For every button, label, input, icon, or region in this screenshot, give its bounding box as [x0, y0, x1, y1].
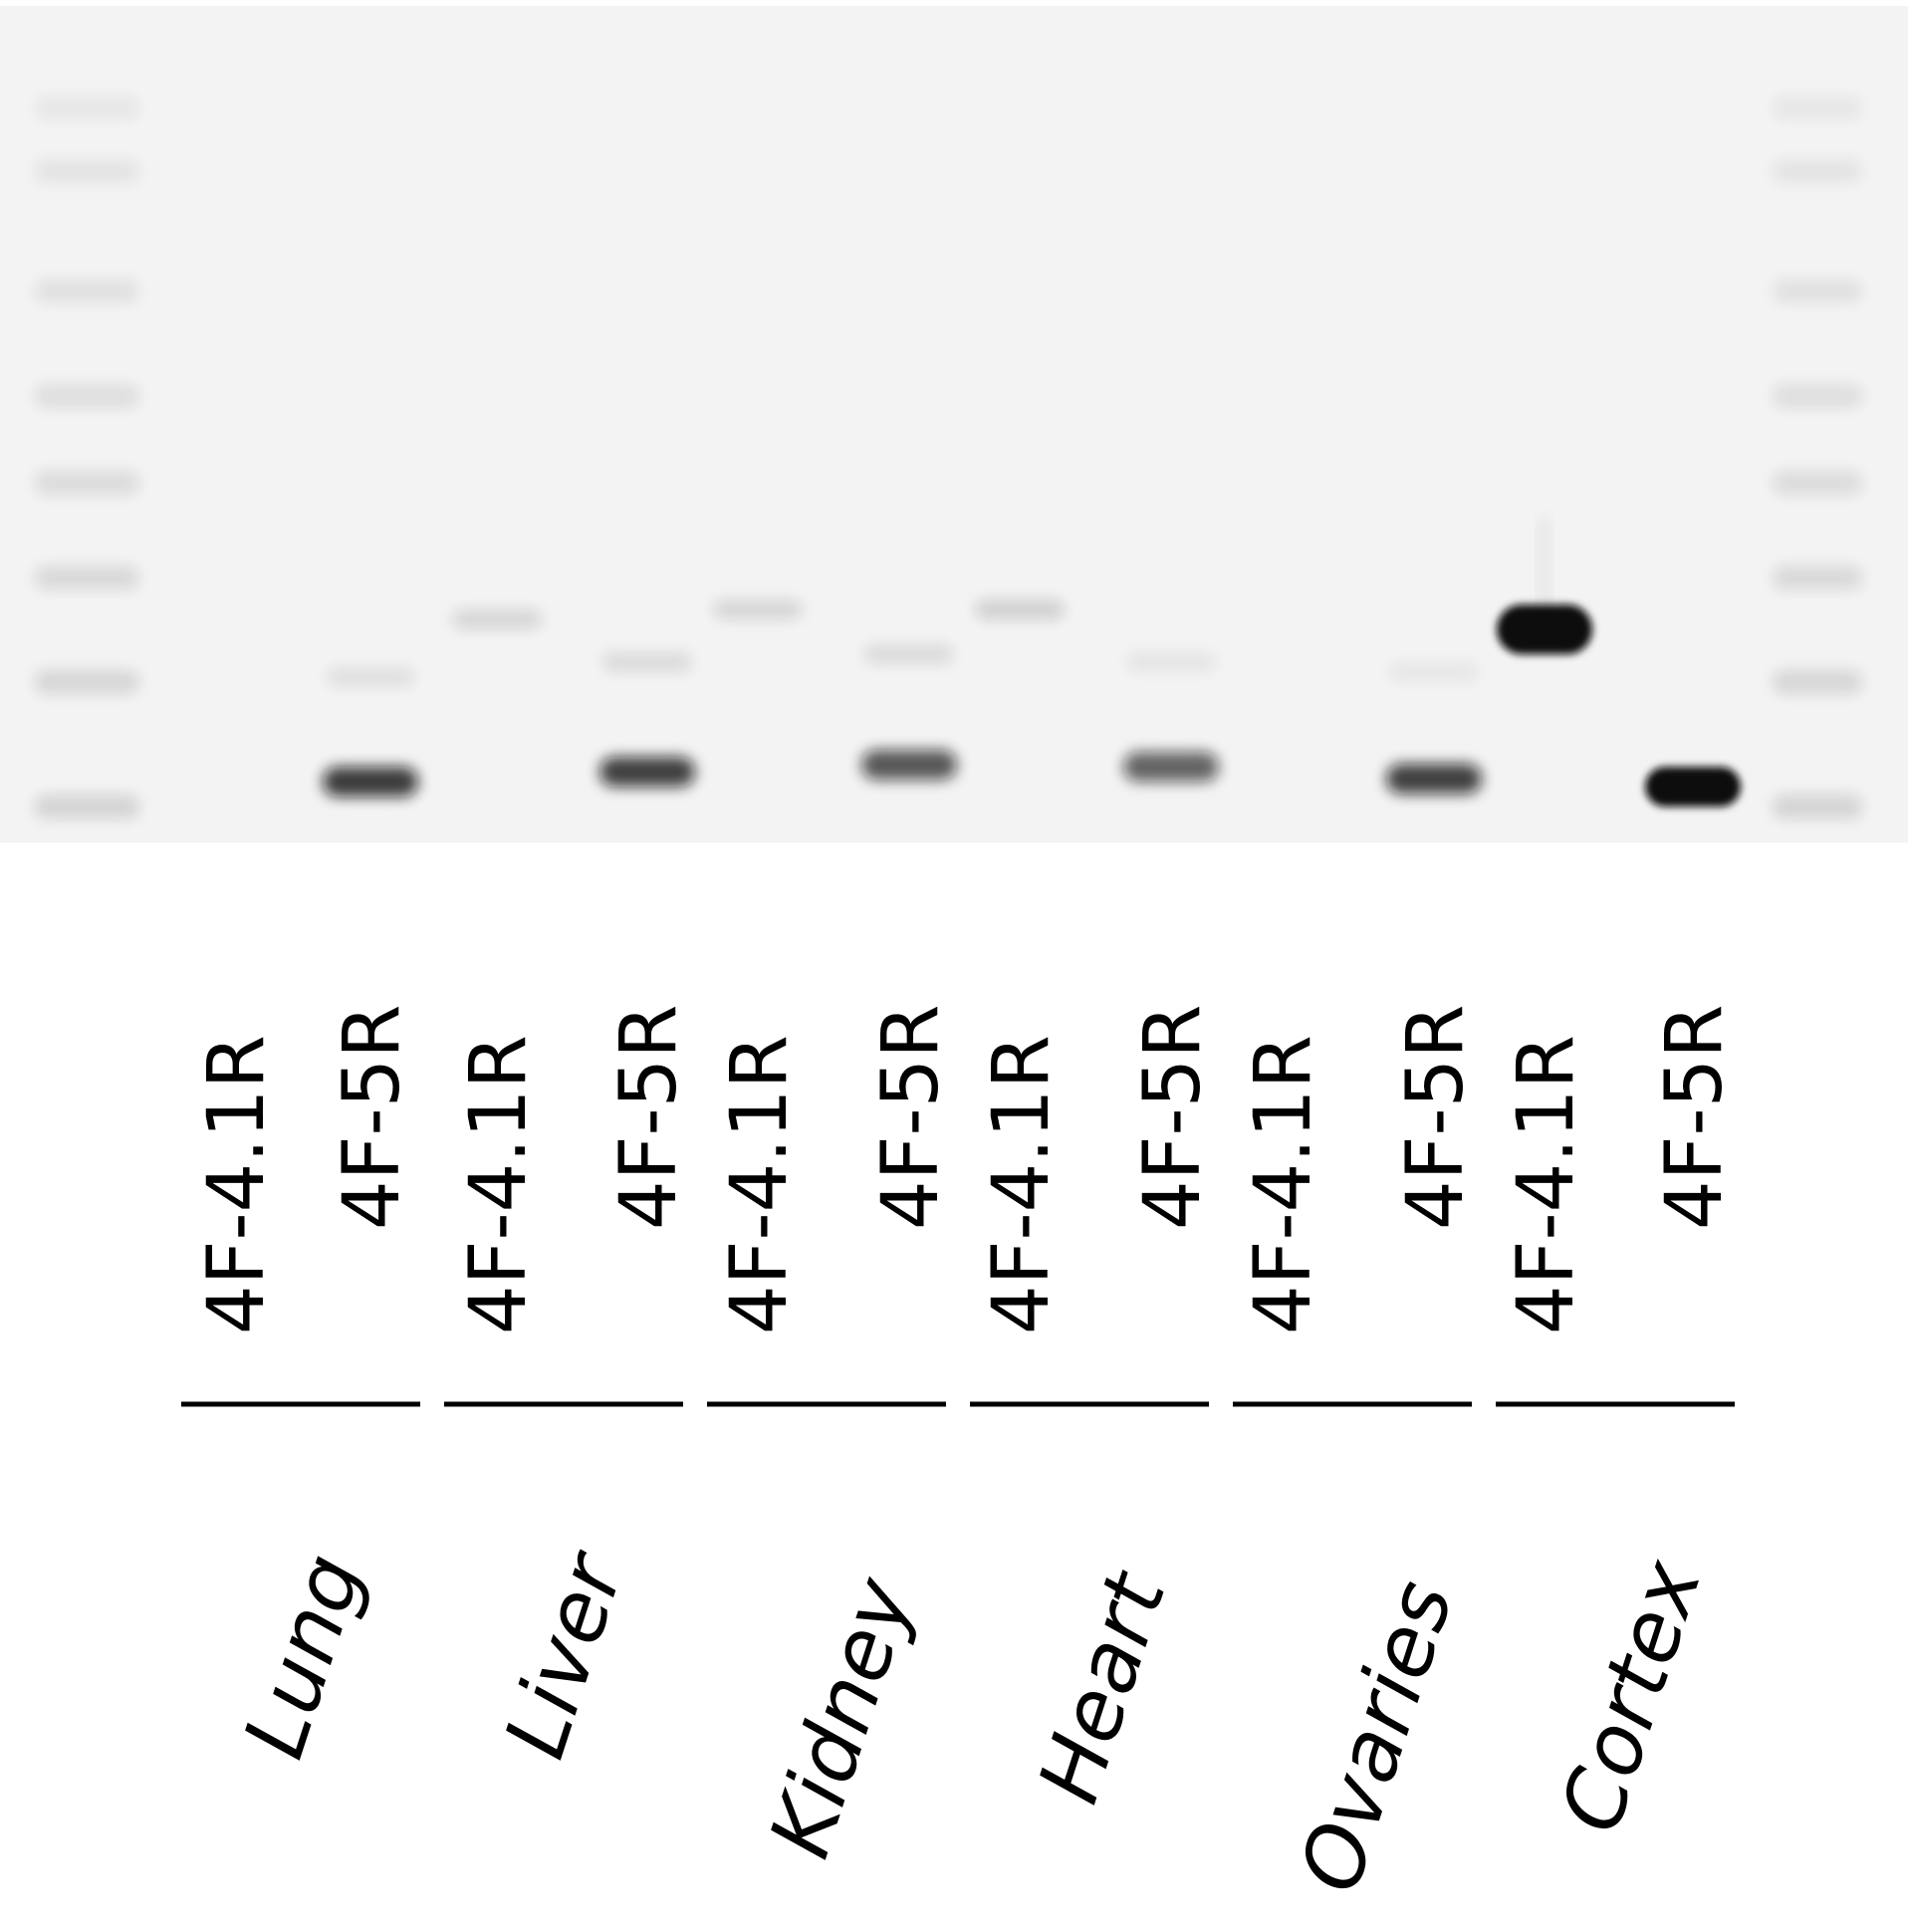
- lane-labels: 4F-4.1R 4F-5R 4F-4.1R 4F-5R 4F-4.1R 4F-5R 4F-4…: [192, 1005, 1740, 1334]
- ladder-band: [1773, 795, 1862, 819]
- ladder-band: [35, 384, 139, 408]
- ladder-band: [35, 795, 139, 819]
- lane-label: 4F-4.1R: [1239, 1035, 1328, 1334]
- ladder-band: [1773, 471, 1862, 495]
- tissue-label: Heart: [1020, 1560, 1185, 1814]
- lane-label: 4F-4.1R: [192, 1035, 282, 1334]
- lane-label: 4F-5R: [328, 1005, 417, 1230]
- ladder-band: [1773, 279, 1862, 303]
- lane-label: 4F-4.1R: [715, 1035, 805, 1334]
- ladder-band: [35, 279, 139, 303]
- band-smear: [1539, 518, 1550, 607]
- faint-band: [975, 600, 1065, 619]
- faint-band: [452, 609, 542, 629]
- faint-band: [864, 644, 954, 664]
- ladder-band: [1773, 384, 1862, 408]
- faint-band: [326, 667, 415, 687]
- ladder-band: [1773, 96, 1862, 120]
- tissue-label: Liver: [486, 1540, 643, 1770]
- lane-label: 4F-4.1R: [1502, 1035, 1591, 1334]
- lane-label: 4F-4.1R: [977, 1035, 1067, 1334]
- ladder-band: [35, 159, 139, 183]
- gel-bands: [323, 518, 1741, 807]
- faint-band: [1389, 662, 1479, 682]
- ladder-band: [1773, 159, 1862, 183]
- product-band: [1645, 767, 1741, 807]
- faint-band: [602, 652, 692, 672]
- tissue-label: Lung: [225, 1543, 381, 1769]
- product-band: [599, 757, 695, 787]
- tissue-label: Kidney: [751, 1566, 932, 1868]
- faint-band: [1126, 652, 1216, 672]
- lane-label: 4F-4.1R: [454, 1035, 544, 1334]
- ladder-band: [1773, 566, 1862, 590]
- ladder-band: [35, 471, 139, 495]
- lane-label: 4F-5R: [1391, 1005, 1481, 1230]
- ladder-band: [35, 566, 139, 590]
- product-band: [323, 767, 418, 797]
- tissue-labels: Lung Liver Kidney Heart Ovaries Cortex: [225, 1540, 1721, 1904]
- gel-image: [0, 6, 1908, 843]
- product-band: [1497, 604, 1592, 654]
- lane-label: 4F-5R: [1650, 1005, 1740, 1230]
- faint-band: [713, 600, 803, 619]
- ladder-band: [35, 670, 139, 694]
- product-band: [861, 750, 957, 780]
- lane-label: 4F-5R: [1128, 1005, 1218, 1230]
- product-band: [1386, 764, 1482, 794]
- ladder-band: [35, 96, 139, 120]
- ladder-band: [1773, 670, 1862, 694]
- lane-label: 4F-5R: [866, 1005, 956, 1230]
- ladder-right: [1773, 96, 1862, 819]
- tissue-label: Ovaries: [1281, 1570, 1472, 1903]
- ladder-left: [35, 96, 139, 819]
- product-band: [1123, 752, 1219, 782]
- tissue-label: Cortex: [1542, 1548, 1721, 1843]
- lane-label: 4F-5R: [604, 1005, 694, 1230]
